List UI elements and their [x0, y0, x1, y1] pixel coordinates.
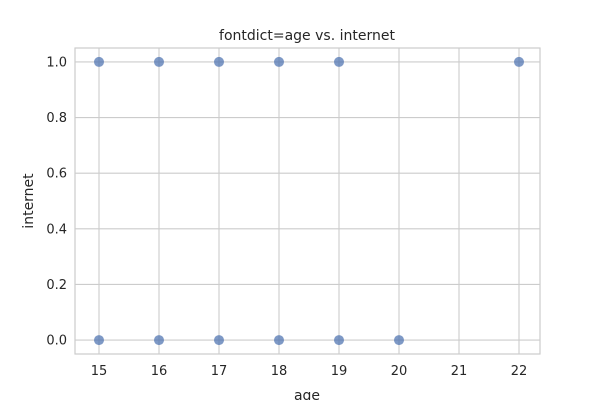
y-tick-label: 0.0 [46, 334, 67, 349]
x-tick-label: 21 [451, 364, 468, 379]
data-point [94, 56, 104, 67]
y-tick-label: 0.6 [46, 167, 67, 182]
data-point [334, 56, 344, 67]
data-point [274, 335, 284, 346]
data-points [94, 56, 524, 346]
x-axis-label: age [294, 388, 320, 400]
data-point [214, 56, 224, 67]
x-tick-labels: 15 16 17 18 19 20 21 22 [91, 364, 528, 379]
x-tick-label: 19 [331, 364, 348, 379]
chart-title: fontdict=age vs. internet [219, 28, 395, 44]
data-point [154, 335, 164, 346]
x-tick-label: 18 [271, 364, 288, 379]
data-point [274, 56, 284, 67]
x-tick-label: 15 [91, 364, 108, 379]
data-point [154, 56, 164, 67]
data-point [394, 335, 404, 346]
y-tick-label: 0.8 [46, 111, 67, 126]
data-point [334, 335, 344, 346]
y-tick-label: 0.2 [46, 278, 67, 293]
x-tick-label: 17 [211, 364, 228, 379]
y-tick-labels: 0.0 0.2 0.4 0.6 0.8 1.0 [46, 55, 67, 348]
x-tick-label: 22 [511, 364, 528, 379]
data-point [214, 335, 224, 346]
y-tick-label: 1.0 [46, 55, 67, 70]
x-tick-label: 16 [151, 364, 168, 379]
data-point [514, 56, 524, 67]
x-tick-label: 20 [391, 364, 408, 379]
y-axis-label: internet [21, 173, 37, 229]
data-point [94, 335, 104, 346]
plot-frame [74, 47, 541, 355]
grid [75, 48, 540, 354]
y-tick-label: 0.4 [46, 222, 67, 237]
